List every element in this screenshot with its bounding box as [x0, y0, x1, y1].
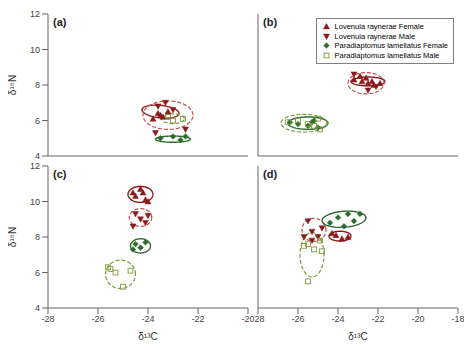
svg-text:-26: -26: [291, 314, 304, 324]
svg-text:δ¹³C: δ¹³C: [138, 331, 157, 342]
svg-text:4: 4: [35, 303, 40, 313]
html-text:Paradiaptomus lamellatus Male: Paradiaptomus lamellatus Male: [334, 50, 440, 60]
html-text:Lovenula raynerae Male: Lovenula raynerae Male: [334, 31, 416, 41]
svg-text:-20: -20: [411, 314, 424, 324]
svg-text:6: 6: [35, 268, 40, 278]
svg-text:10: 10: [30, 45, 40, 55]
svg-text:-20: -20: [241, 314, 254, 324]
html-text:Paradiaptomus lamellatus Femal: Paradiaptomus lamellatus Female: [334, 41, 448, 50]
html-text:(a): (a): [53, 16, 67, 28]
svg-text:-18: -18: [451, 314, 464, 324]
html-text:(b): (b): [263, 16, 277, 28]
svg-text:-24: -24: [331, 314, 344, 324]
svg-text:-28: -28: [41, 314, 54, 324]
svg-text:12: 12: [30, 161, 40, 171]
svg-text:-22: -22: [371, 314, 384, 324]
svg-text:8: 8: [35, 80, 40, 90]
svg-text:-28: -28: [254, 314, 265, 324]
svg-text:-26: -26: [91, 314, 104, 324]
svg-text:12: 12: [30, 9, 40, 19]
svg-text:4: 4: [35, 151, 40, 160]
svg-text:δ¹⁵N: δ¹⁵N: [8, 75, 18, 95]
html-text:Lovenula raynerae Female: Lovenula raynerae Female: [334, 22, 424, 31]
html-text:(d): (d): [263, 168, 277, 180]
svg-text:-24: -24: [141, 314, 154, 324]
html-text:(c): (c): [53, 168, 67, 180]
svg-text:8: 8: [35, 232, 40, 242]
svg-text:δ¹⁵N: δ¹⁵N: [8, 227, 18, 247]
svg-text:-22: -22: [191, 314, 204, 324]
svg-text:6: 6: [35, 116, 40, 126]
svg-text:δ¹³C: δ¹³C: [348, 331, 367, 342]
svg-text:10: 10: [30, 197, 40, 207]
